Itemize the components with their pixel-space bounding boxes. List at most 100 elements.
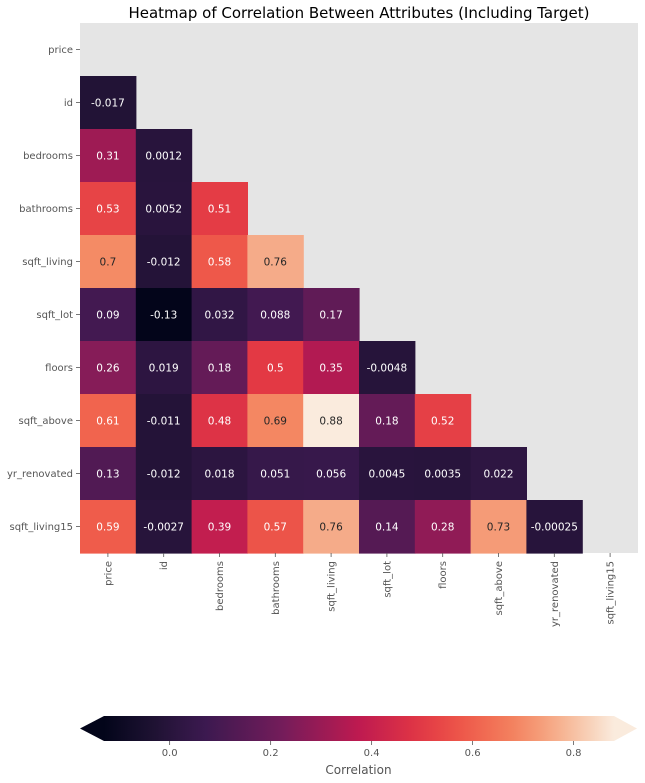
x-tick-label: sqft_living (327, 561, 338, 612)
cell-value-label: 0.051 (260, 469, 290, 481)
cell-value-label: 0.59 (96, 522, 119, 534)
cell-value-label: 0.0012 (145, 151, 182, 163)
cell-value-label: -0.017 (91, 98, 125, 110)
x-tick-label: price (103, 561, 114, 586)
heatmap-cell (303, 394, 360, 448)
heatmap-cell (247, 235, 304, 289)
heatmap-cell (247, 447, 304, 501)
heatmap-cell (80, 341, 137, 395)
cell-value-label: 0.09 (96, 310, 119, 322)
cell-value-label: 0.17 (319, 310, 342, 322)
x-tick-label: bedrooms (215, 561, 226, 611)
colorbar-label: Correlation (325, 763, 391, 777)
heatmap-cell (359, 394, 416, 448)
y-tick-label: id (64, 98, 73, 109)
cell-value-label: -0.0027 (143, 522, 184, 534)
cell-value-label: 0.022 (483, 469, 513, 481)
cell-value-label: 0.088 (260, 310, 290, 322)
y-tick-label: bedrooms (23, 151, 73, 162)
y-tick-label: sqft_lot (36, 310, 73, 321)
cell-value-label: 0.0035 (424, 469, 461, 481)
heatmap-cell (191, 341, 248, 395)
heatmap-cell (303, 447, 360, 501)
colorbar-tick-label: 0.0 (162, 748, 178, 759)
cell-value-label: -0.012 (147, 469, 181, 481)
cell-value-label: -0.012 (147, 257, 181, 269)
cell-value-label: -0.00025 (531, 522, 578, 534)
heatmap-cell (80, 76, 137, 130)
colorbar-gradient (104, 716, 614, 741)
colorbar-extend-max (614, 716, 637, 741)
heatmap-cell (135, 447, 193, 501)
y-tick-label: sqft_living (22, 257, 73, 268)
heatmap-cell (80, 182, 137, 236)
cell-value-label: 0.5 (267, 363, 284, 375)
cell-value-label: 0.51 (208, 204, 231, 216)
x-tick-label: bathrooms (271, 561, 282, 615)
cell-value-label: 0.76 (264, 257, 288, 269)
cell-value-label: 0.26 (96, 363, 120, 375)
cell-value-label: 0.13 (96, 469, 119, 481)
colorbar-tick-label: 0.4 (364, 748, 380, 759)
heatmap-cell (135, 235, 193, 289)
cell-value-label: 0.18 (375, 416, 398, 428)
cell-value-label: 0.53 (96, 204, 119, 216)
colorbar-tick-label: 0.8 (566, 748, 582, 759)
cell-value-label: 0.018 (204, 469, 234, 481)
heatmap-cell (247, 500, 304, 554)
colorbar-tick-label: 0.6 (465, 748, 481, 759)
x-tick-label: yr_renovated (550, 561, 561, 627)
cell-value-label: 0.39 (208, 522, 231, 534)
cell-value-label: 0.28 (431, 522, 454, 534)
cell-value-label: 0.032 (204, 310, 234, 322)
heatmap-cell (191, 394, 248, 448)
heatmap-cell (80, 288, 137, 342)
heatmap-cell (247, 288, 304, 342)
heatmap-cell (414, 394, 472, 448)
x-tick-label: id (159, 561, 170, 570)
heatmap-cell (191, 500, 248, 554)
y-tick-label: sqft_above (19, 416, 74, 427)
y-tick-label: price (48, 45, 73, 56)
cell-value-label: 0.18 (208, 363, 231, 375)
heatmap-cell (191, 182, 248, 236)
cell-value-label: 0.76 (319, 522, 343, 534)
heatmap-cell (470, 500, 527, 554)
heatmap-cell (247, 394, 304, 448)
heatmap-cell (135, 394, 193, 448)
heatmap-cell (303, 288, 360, 342)
heatmap-cell (303, 500, 360, 554)
cell-value-label: 0.58 (208, 257, 231, 269)
heatmap-cell (135, 500, 193, 554)
heatmap-cell (135, 288, 193, 342)
heatmap-cell (359, 447, 416, 501)
plot-area: -0.017 0.31 0.0012 0.53 0.0052 0.51 0.7 -0.012 0… (7, 23, 638, 627)
cell-value-label: 0.48 (208, 416, 231, 428)
x-tick-label: floors (438, 561, 449, 589)
heatmap-cell (359, 341, 416, 395)
cell-value-label: 0.52 (431, 416, 454, 428)
y-tick-label: yr_renovated (7, 469, 73, 480)
heatmap-cell (135, 129, 193, 183)
heatmap-cell (80, 235, 137, 289)
cell-value-label: 0.35 (319, 363, 342, 375)
cell-value-label: -0.13 (150, 310, 177, 322)
colorbar-tick-label: 0.2 (263, 748, 279, 759)
y-tick-label: bathrooms (19, 204, 73, 215)
heatmap-cell (80, 129, 137, 183)
cell-value-label: 0.056 (316, 469, 346, 481)
heatmap-cell (191, 447, 248, 501)
cell-value-label: 0.7 (100, 257, 117, 269)
heatmap-cell (80, 500, 137, 554)
heatmap-cell (303, 341, 360, 395)
heatmap-cell (80, 447, 137, 501)
y-tick-label: sqft_living15 (10, 522, 74, 533)
heatmap-cell (470, 447, 527, 501)
x-tick-label: sqft_living15 (606, 561, 617, 625)
cell-value-label: 0.69 (264, 416, 287, 428)
x-tick-label: sqft_lot (382, 561, 393, 598)
cell-value-label: -0.0048 (367, 363, 408, 375)
cell-value-label: 0.019 (149, 363, 179, 375)
colorbar: 0.0 0.2 0.4 0.6 0.8 (80, 716, 637, 759)
cell-value-label: -0.011 (147, 416, 181, 428)
